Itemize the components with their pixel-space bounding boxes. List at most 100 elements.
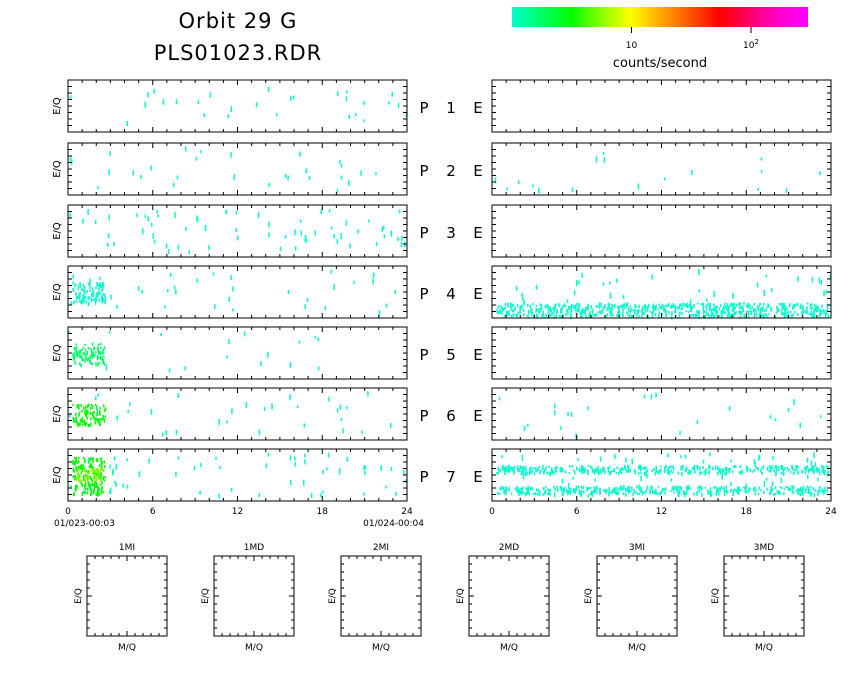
band-mark	[72, 417, 75, 422]
band-mark	[539, 303, 541, 306]
band-mark	[97, 487, 100, 491]
count-mark	[173, 285, 176, 290]
band-mark	[503, 491, 506, 495]
count-mark	[314, 230, 317, 236]
band-mark	[584, 308, 587, 312]
band-mark	[667, 303, 670, 307]
band-mark	[91, 342, 94, 346]
count-mark	[771, 481, 774, 487]
band-mark	[627, 465, 629, 469]
band-mark	[705, 304, 708, 308]
count-mark	[303, 423, 305, 428]
count-mark	[284, 234, 287, 239]
band-mark	[654, 471, 657, 476]
band-mark	[530, 308, 532, 312]
count-mark	[126, 484, 129, 489]
band-mark	[634, 311, 636, 316]
count-mark	[267, 87, 270, 92]
band-mark	[731, 470, 734, 474]
band-mark	[99, 292, 101, 295]
band-mark	[753, 302, 755, 306]
band-mark	[708, 469, 710, 473]
band-mark	[755, 488, 757, 492]
band-mark	[589, 487, 592, 489]
count-mark	[535, 284, 538, 290]
count-mark	[175, 471, 177, 477]
band-mark	[768, 303, 770, 308]
band-mark	[782, 313, 784, 315]
band-mark	[516, 304, 519, 308]
band-mark	[99, 286, 102, 289]
count-mark	[138, 471, 141, 478]
band-mark	[747, 310, 750, 315]
count-mark	[385, 485, 387, 489]
band-mark	[577, 307, 580, 310]
count-mark	[566, 299, 569, 304]
band-mark	[95, 298, 97, 302]
band-mark	[697, 310, 700, 315]
band-mark	[502, 467, 505, 472]
band-mark	[661, 490, 663, 493]
count-mark	[310, 492, 313, 498]
count-mark	[260, 361, 262, 367]
band-mark	[94, 417, 96, 421]
count-mark	[698, 269, 700, 276]
band-mark	[559, 467, 561, 471]
band-mark	[685, 487, 687, 490]
count-mark	[772, 456, 774, 460]
count-mark	[603, 157, 606, 163]
band-mark	[566, 489, 568, 493]
count-mark	[811, 277, 813, 283]
row-label-e: E	[473, 162, 482, 180]
panel-frame	[67, 326, 408, 380]
band-mark	[547, 304, 549, 308]
count-mark	[176, 175, 179, 180]
band-mark	[613, 489, 616, 493]
band-mark	[567, 491, 570, 494]
band-mark	[543, 490, 546, 495]
band-mark	[771, 488, 773, 492]
band-mark	[774, 486, 777, 489]
band-mark	[95, 405, 98, 410]
band-mark	[820, 311, 822, 315]
count-mark	[685, 490, 688, 495]
count-mark	[227, 114, 229, 119]
count-mark	[391, 91, 393, 97]
band-mark	[598, 302, 601, 306]
band-mark	[519, 487, 521, 490]
band-mark	[728, 313, 730, 317]
band-mark	[610, 311, 612, 316]
band-mark	[80, 287, 83, 291]
band-mark	[658, 311, 661, 315]
count-mark	[197, 100, 200, 105]
count-mark	[233, 174, 235, 181]
band-mark	[102, 351, 104, 355]
band-mark	[685, 466, 688, 471]
band-mark	[501, 312, 503, 315]
count-mark	[110, 294, 112, 300]
band-mark	[786, 312, 789, 317]
count-mark	[689, 299, 692, 306]
band-mark	[797, 470, 799, 475]
band-mark	[733, 303, 736, 307]
count-mark	[769, 414, 772, 419]
band-mark	[89, 484, 92, 489]
band-mark	[549, 489, 551, 492]
count-mark	[140, 175, 142, 180]
count-mark	[94, 219, 97, 224]
count-mark	[320, 493, 322, 497]
band-mark	[665, 312, 667, 316]
band-mark	[505, 489, 507, 493]
band-mark	[787, 469, 789, 472]
spectrogram-panel-p7: E/Q	[52, 448, 408, 502]
band-mark	[82, 346, 85, 349]
band-mark	[501, 466, 503, 470]
band-mark	[89, 475, 92, 480]
band-mark	[701, 492, 703, 497]
band-mark	[620, 305, 623, 308]
band-mark	[596, 467, 598, 470]
band-mark	[505, 468, 508, 472]
count-mark	[112, 471, 114, 476]
band-mark	[78, 478, 80, 482]
band-mark	[598, 305, 601, 309]
